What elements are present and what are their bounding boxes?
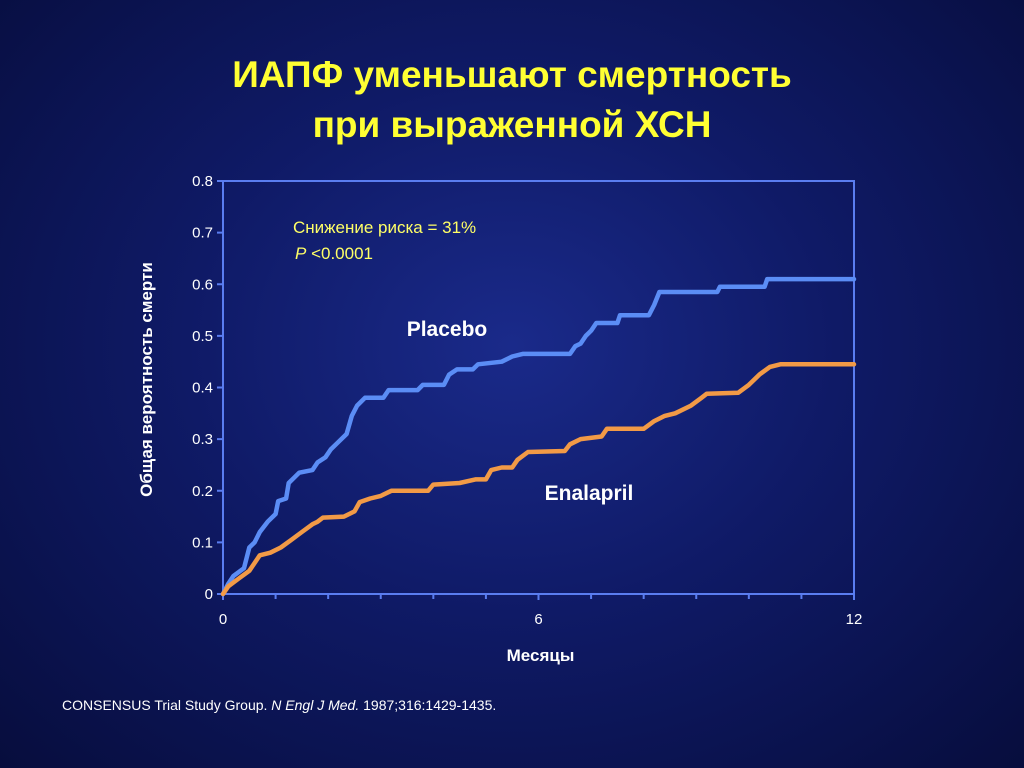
series-label-placebo: Placebo	[407, 318, 488, 341]
y-tick-label: 0.7	[192, 225, 213, 242]
x-tick-label: 6	[534, 611, 542, 628]
y-tick-label: 0.2	[192, 483, 213, 500]
y-tick-label: 0.5	[192, 328, 213, 345]
y-tick-label: 0.6	[192, 276, 213, 293]
y-tick-label: 0.3	[192, 431, 213, 448]
slide-title: ИАПФ уменьшают смертность при выраженной…	[0, 50, 1024, 150]
y-tick-label: 0	[205, 586, 213, 603]
chart-series: Placebo Enalapril	[220, 276, 857, 597]
p-value: <0.0001	[306, 244, 373, 263]
y-tick-label: 0.4	[192, 380, 213, 397]
citation-details: 1987;316:1429-1435.	[359, 697, 497, 713]
series-line-placebo	[220, 276, 857, 597]
plot-frame	[222, 180, 855, 595]
y-tick-label: 0.1	[192, 534, 213, 551]
citation: CONSENSUS Trial Study Group. N Engl J Me…	[62, 697, 496, 713]
x-tick-label: 12	[846, 611, 863, 628]
x-tick-label: 0	[219, 611, 227, 628]
y-tick-label: 0.8	[192, 173, 213, 190]
p-symbol: P	[295, 244, 307, 263]
y-axis-label: Общая вероятность смерти	[137, 262, 156, 497]
p-value-label: P <0.0001	[295, 244, 373, 263]
slide-title-line1: ИАПФ уменьшают смертность	[232, 54, 792, 95]
slide-title-line2: при выраженной ХСН	[312, 104, 712, 145]
citation-authors: CONSENSUS Trial Study Group.	[62, 697, 272, 713]
risk-reduction-label: Снижение риска = 31%	[293, 218, 476, 237]
series-line-enalapril	[220, 362, 857, 597]
citation-journal: N Engl J Med.	[271, 697, 360, 713]
x-axis-label: Месяцы	[507, 646, 575, 665]
chart-axes: 0 0.1 0.2 0.3 0.4 0.5 0.6 0.7 0.8 0 6 12 Месяцы Общая…	[137, 173, 862, 665]
series-label-enalapril: Enalapril	[545, 482, 634, 505]
